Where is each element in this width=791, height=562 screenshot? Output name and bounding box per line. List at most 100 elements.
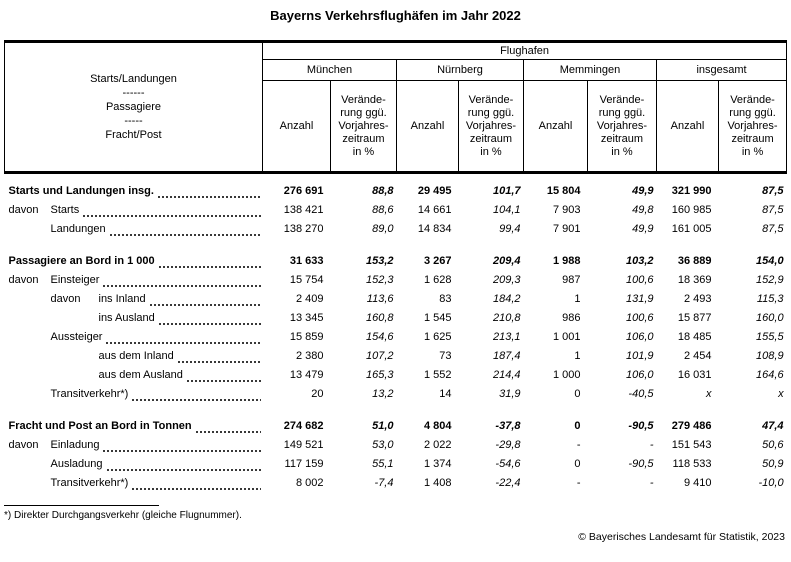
footnote: *) Direkter Durchgangsverkehr (gleiche F… [4, 510, 242, 521]
value-anzahl-nuernberg: 1 625 [423, 331, 452, 343]
value-anzahl-memmingen: 1 000 [552, 369, 581, 381]
row-label-cell: ins Ausland [5, 309, 263, 328]
table-row: davon Einladung 149 521 53,0 2 022 -29,8… [5, 436, 787, 455]
value-veraenderung-nuernberg: 209,4 [492, 255, 521, 267]
value-anzahl-muenchen: 138 421 [283, 204, 324, 216]
value-anzahl-nuernberg: 83 [439, 293, 452, 305]
table-row: Fracht und Post an Bord in Tonnen 274 68… [5, 404, 787, 436]
value-anzahl-muenchen: 138 270 [283, 223, 324, 235]
value-veraenderung-nuernberg: 213,1 [492, 331, 521, 343]
row-label-cell: davon Einladung [5, 436, 263, 455]
value-anzahl-insgesamt: x [706, 388, 712, 400]
value-anzahl-muenchen: 274 682 [283, 420, 324, 432]
subheader-veraenderung-nuernberg: Verände- rung ggü. Vorjahres- zeitraum i… [458, 80, 524, 174]
row-label: Transitverkehr*) [50, 477, 129, 489]
value-anzahl-memmingen: 1 001 [552, 331, 581, 343]
subheader-anzahl-nuernberg: Anzahl [396, 80, 459, 174]
value-veraenderung-insgesamt: 164,6 [756, 369, 784, 381]
group-header-muenchen: München [262, 59, 397, 81]
value-anzahl-muenchen: 149 521 [283, 439, 324, 451]
value-veraenderung-nuernberg: 104,1 [492, 204, 521, 216]
leader-dots [108, 227, 261, 239]
value-veraenderung-memmingen: 100,6 [625, 312, 654, 324]
value-anzahl-nuernberg: 3 267 [423, 255, 452, 267]
table-row: ins Ausland 13 345 160,8 1 545 210,8 986… [5, 309, 787, 328]
table-row: Passagiere an Bord in 1 000 31 633 153,2… [5, 239, 787, 271]
value-veraenderung-muenchen: 152,3 [365, 274, 394, 286]
value-veraenderung-memmingen: 106,0 [625, 369, 654, 381]
value-veraenderung-insgesamt: 50,6 [762, 439, 784, 451]
table-row: Starts und Landungen insg. 276 691 88,8 … [5, 173, 787, 201]
leader-dots [148, 297, 261, 309]
value-anzahl-nuernberg: 14 [439, 388, 452, 400]
value-anzahl-memmingen: 1 [574, 293, 581, 305]
row-label: Transitverkehr*) [50, 388, 129, 400]
leader-dots [156, 189, 261, 201]
value-anzahl-nuernberg: 14 834 [417, 223, 452, 235]
value-veraenderung-memmingen: 106,0 [625, 331, 654, 343]
value-anzahl-muenchen: 8 002 [295, 477, 324, 489]
subheader-anzahl-memmingen: Anzahl [523, 80, 588, 174]
row-label-cell: davon ins Inland [5, 290, 263, 309]
row-label: Fracht und Post an Bord in Tonnen [8, 420, 192, 432]
value-veraenderung-insgesamt: 152,9 [756, 274, 784, 286]
value-veraenderung-muenchen: 154,6 [365, 331, 394, 343]
subheader-veraenderung-memmingen: Verände- rung ggü. Vorjahres- zeitraum i… [587, 80, 657, 174]
value-veraenderung-insgesamt: 155,5 [756, 331, 784, 343]
table-row: aus dem Ausland 13 479 165,3 1 552 214,4… [5, 366, 787, 385]
value-anzahl-nuernberg: 73 [439, 350, 452, 362]
row-label-cell: Landungen [5, 220, 263, 239]
row-label-cell: davon Einsteiger [5, 271, 263, 290]
leader-dots [185, 373, 261, 385]
value-anzahl-memmingen: 0 [574, 388, 581, 400]
row-label-cell: Aussteiger [5, 328, 263, 347]
value-veraenderung-memmingen: 101,9 [625, 350, 654, 362]
row-subprefix: davon [50, 293, 81, 305]
value-veraenderung-muenchen: 88,6 [372, 204, 394, 216]
row-label-cell: aus dem Ausland [5, 366, 263, 385]
value-veraenderung-memmingen: 103,2 [625, 255, 654, 267]
value-anzahl-nuernberg: 1 374 [423, 458, 452, 470]
subheader-veraenderung-insgesamt: Verände- rung ggü. Vorjahres- zeitraum i… [717, 80, 788, 174]
row-label: Einladung [50, 439, 100, 451]
statistics-table: Starts/Landungen ------ Passagiere -----… [4, 40, 788, 493]
leader-dots [157, 259, 261, 271]
value-veraenderung-nuernberg: 187,4 [492, 350, 521, 362]
table-header: Starts/Landungen ------ Passagiere -----… [4, 40, 788, 174]
row-prefix: davon [8, 274, 39, 286]
value-anzahl-memmingen: 7 903 [552, 204, 581, 216]
value-anzahl-muenchen: 31 633 [289, 255, 324, 267]
value-anzahl-insgesamt: 160 985 [671, 204, 712, 216]
value-anzahl-insgesamt: 279 486 [671, 420, 712, 432]
value-veraenderung-memmingen: -40,5 [628, 388, 654, 400]
value-veraenderung-insgesamt: 154,0 [756, 255, 784, 267]
value-anzahl-memmingen: - [576, 477, 581, 489]
value-veraenderung-nuernberg: 214,4 [492, 369, 521, 381]
subheader-anzahl-insgesamt: Anzahl [656, 80, 719, 174]
value-veraenderung-muenchen: 88,8 [372, 185, 394, 197]
value-veraenderung-nuernberg: -29,8 [495, 439, 521, 451]
value-anzahl-insgesamt: 2 493 [683, 293, 712, 305]
leader-dots [105, 462, 261, 474]
value-anzahl-memmingen: 987 [562, 274, 581, 286]
value-veraenderung-memmingen: - [649, 477, 654, 489]
value-anzahl-muenchen: 15 859 [289, 331, 324, 343]
row-label-cell: Fracht und Post an Bord in Tonnen [5, 404, 263, 436]
value-veraenderung-insgesamt: 47,4 [762, 420, 784, 432]
row-label-cell: Passagiere an Bord in 1 000 [5, 239, 263, 271]
value-veraenderung-muenchen: 13,2 [372, 388, 394, 400]
value-veraenderung-memmingen: - [649, 439, 654, 451]
copyright: © Bayerisches Landesamt für Statistik, 2… [578, 531, 785, 543]
leader-dots [176, 354, 261, 366]
table-row: Transitverkehr*) 8 002 -7,4 1 408 -22,4 … [5, 474, 787, 493]
flughafen-header: Flughafen [261, 40, 788, 60]
value-anzahl-nuernberg: 2 022 [423, 439, 452, 451]
value-veraenderung-insgesamt: 87,5 [762, 223, 784, 235]
value-veraenderung-insgesamt: 108,9 [756, 350, 784, 362]
row-label: Einsteiger [50, 274, 100, 286]
value-veraenderung-muenchen: 107,2 [365, 350, 394, 362]
value-anzahl-memmingen: 7 901 [552, 223, 581, 235]
table-row: Transitverkehr*) 20 13,2 14 31,9 0 -40,5… [5, 385, 787, 404]
value-anzahl-insgesamt: 161 005 [671, 223, 712, 235]
value-anzahl-muenchen: 276 691 [283, 185, 324, 197]
